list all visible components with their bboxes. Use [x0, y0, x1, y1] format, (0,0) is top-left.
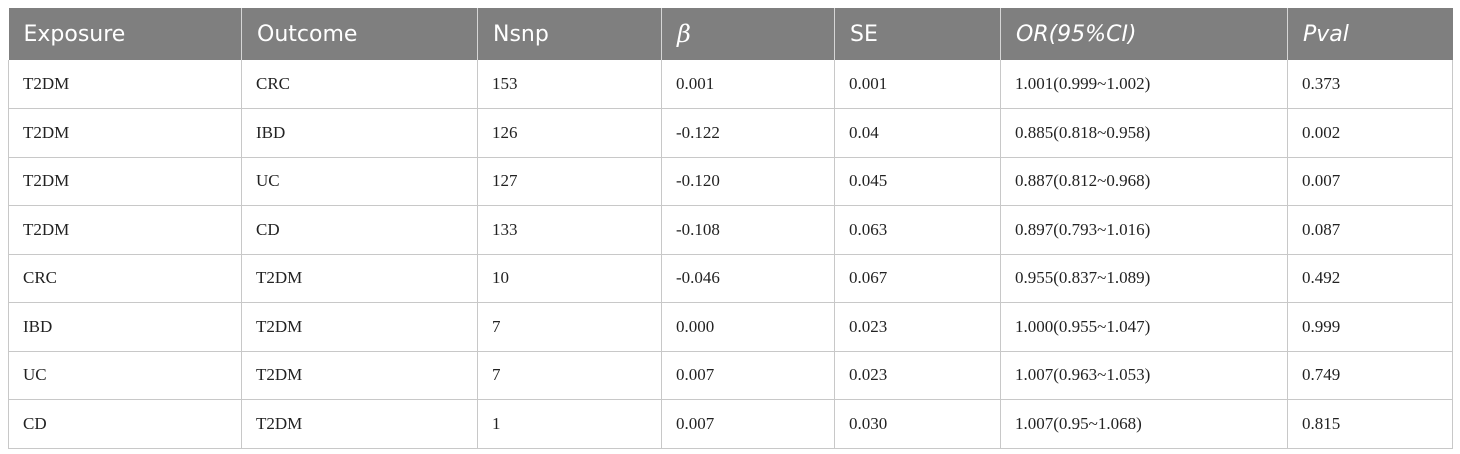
cell-nsnp: 127 — [477, 157, 662, 206]
table-row: T2DM IBD 126 -0.122 0.04 0.885(0.818~0.9… — [8, 108, 1453, 158]
cell-nsnp: 153 — [477, 60, 662, 109]
cell-se: 0.023 — [834, 351, 1001, 400]
cell-pval: 0.087 — [1287, 205, 1453, 255]
cell-nsnp: 10 — [477, 254, 662, 303]
cell-or-95ci: 1.000(0.955~1.047) — [1000, 302, 1288, 352]
table-row: T2DM CRC 153 0.001 0.001 1.001(0.999~1.0… — [8, 60, 1453, 109]
cell-outcome: IBD — [241, 108, 478, 158]
cell-beta: -0.046 — [661, 254, 835, 303]
cell-beta: 0.007 — [661, 351, 835, 400]
cell-se: 0.063 — [834, 205, 1001, 255]
cell-outcome: T2DM — [241, 351, 478, 400]
table-row: IBD T2DM 7 0.000 0.023 1.000(0.955~1.047… — [8, 302, 1453, 352]
header-nsnp: Nsnp — [477, 8, 662, 60]
cell-or-95ci: 1.007(0.963~1.053) — [1000, 351, 1288, 400]
cell-outcome: T2DM — [241, 254, 478, 303]
cell-pval: 0.815 — [1287, 399, 1453, 449]
results-table-container: Exposure Outcome Nsnp β SE OR(95%CI) Pva… — [8, 8, 1453, 449]
cell-outcome: UC — [241, 157, 478, 206]
table-row: CD T2DM 1 0.007 0.030 1.007(0.95~1.068) … — [8, 399, 1453, 449]
cell-exposure: CRC — [8, 254, 242, 303]
header-outcome: Outcome — [241, 8, 478, 60]
cell-beta: 0.007 — [661, 399, 835, 449]
cell-or-95ci: 0.887(0.812~0.968) — [1000, 157, 1288, 206]
cell-nsnp: 126 — [477, 108, 662, 158]
cell-nsnp: 133 — [477, 205, 662, 255]
table-row: T2DM CD 133 -0.108 0.063 0.897(0.793~1.0… — [8, 205, 1453, 255]
table-row: CRC T2DM 10 -0.046 0.067 0.955(0.837~1.0… — [8, 254, 1453, 303]
cell-nsnp: 7 — [477, 351, 662, 400]
table-body: T2DM CRC 153 0.001 0.001 1.001(0.999~1.0… — [8, 60, 1453, 449]
cell-or-95ci: 0.885(0.818~0.958) — [1000, 108, 1288, 158]
cell-pval: 0.002 — [1287, 108, 1453, 158]
cell-pval: 0.373 — [1287, 60, 1453, 109]
cell-pval: 0.749 — [1287, 351, 1453, 400]
cell-or-95ci: 1.001(0.999~1.002) — [1000, 60, 1288, 109]
cell-exposure: CD — [8, 399, 242, 449]
cell-pval: 0.999 — [1287, 302, 1453, 352]
cell-se: 0.001 — [834, 60, 1001, 109]
cell-or-95ci: 0.955(0.837~1.089) — [1000, 254, 1288, 303]
cell-beta: 0.000 — [661, 302, 835, 352]
cell-se: 0.030 — [834, 399, 1001, 449]
cell-se: 0.023 — [834, 302, 1001, 352]
cell-or-95ci: 1.007(0.95~1.068) — [1000, 399, 1288, 449]
cell-beta: 0.001 — [661, 60, 835, 109]
cell-exposure: T2DM — [8, 157, 242, 206]
cell-or-95ci: 0.897(0.793~1.016) — [1000, 205, 1288, 255]
header-exposure: Exposure — [8, 8, 242, 60]
cell-se: 0.045 — [834, 157, 1001, 206]
header-pval: Pval — [1287, 8, 1453, 60]
header-se: SE — [834, 8, 1001, 60]
cell-exposure: T2DM — [8, 205, 242, 255]
cell-pval: 0.492 — [1287, 254, 1453, 303]
table-header-row: Exposure Outcome Nsnp β SE OR(95%CI) Pva… — [8, 8, 1453, 60]
cell-se: 0.067 — [834, 254, 1001, 303]
table-row: T2DM UC 127 -0.120 0.045 0.887(0.812~0.9… — [8, 157, 1453, 206]
cell-exposure: T2DM — [8, 60, 242, 109]
cell-exposure: T2DM — [8, 108, 242, 158]
cell-outcome: T2DM — [241, 302, 478, 352]
cell-outcome: CD — [241, 205, 478, 255]
header-or-95ci: OR(95%CI) — [1000, 8, 1288, 60]
cell-beta: -0.122 — [661, 108, 835, 158]
cell-outcome: T2DM — [241, 399, 478, 449]
cell-beta: -0.108 — [661, 205, 835, 255]
cell-beta: -0.120 — [661, 157, 835, 206]
cell-nsnp: 7 — [477, 302, 662, 352]
table-row: UC T2DM 7 0.007 0.023 1.007(0.963~1.053)… — [8, 351, 1453, 400]
cell-nsnp: 1 — [477, 399, 662, 449]
results-table: Exposure Outcome Nsnp β SE OR(95%CI) Pva… — [8, 8, 1453, 449]
cell-outcome: CRC — [241, 60, 478, 109]
cell-pval: 0.007 — [1287, 157, 1453, 206]
header-beta: β — [661, 8, 835, 60]
cell-exposure: UC — [8, 351, 242, 400]
cell-exposure: IBD — [8, 302, 242, 352]
cell-se: 0.04 — [834, 108, 1001, 158]
